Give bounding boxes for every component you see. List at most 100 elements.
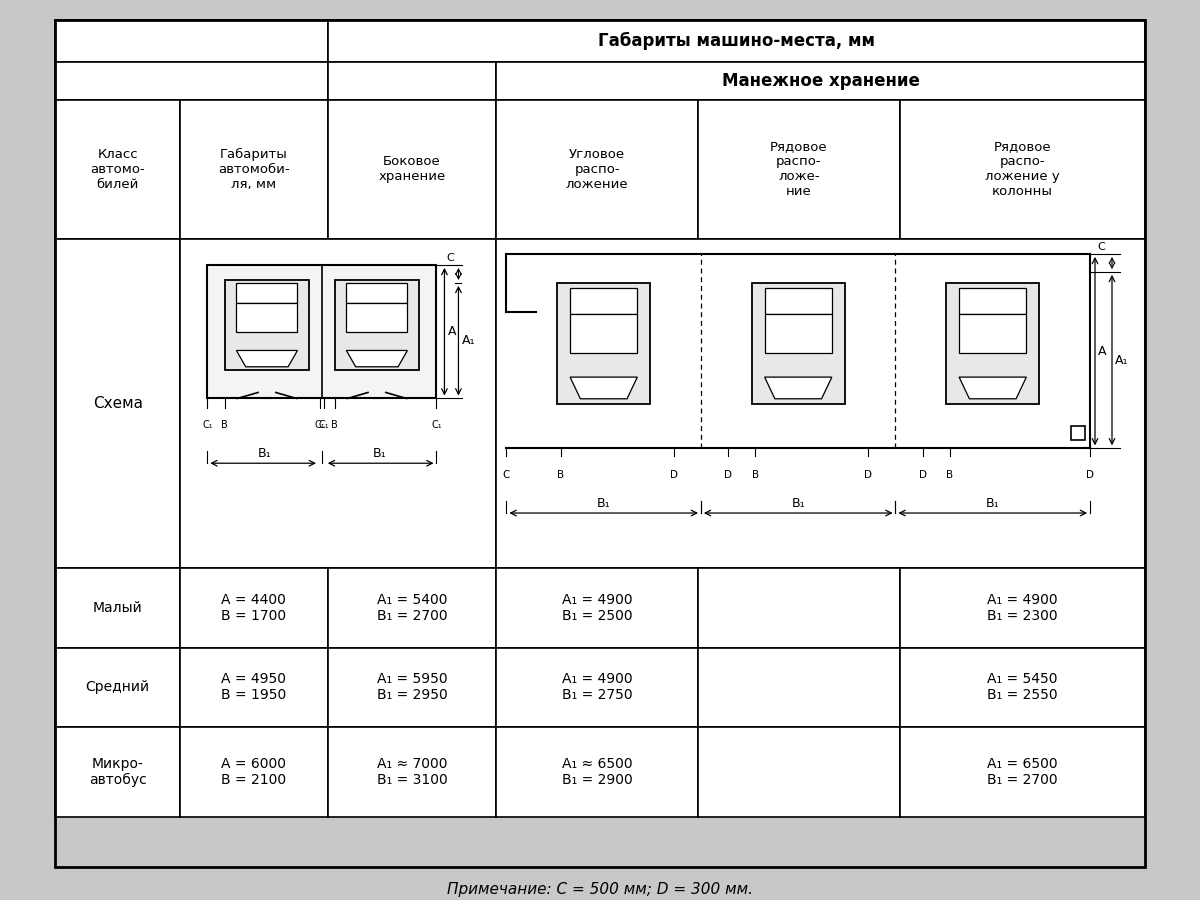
Text: C₁: C₁ bbox=[314, 420, 325, 430]
Text: D: D bbox=[919, 470, 926, 481]
Text: A₁ = 5400
B₁ = 2700: A₁ = 5400 B₁ = 2700 bbox=[377, 592, 448, 623]
Text: Габариты
автомоби-
ля, мм: Габариты автомоби- ля, мм bbox=[218, 148, 289, 191]
Text: C: C bbox=[446, 253, 454, 263]
Text: Малый: Малый bbox=[92, 600, 143, 615]
Text: A₁ = 4900
B₁ = 2300: A₁ = 4900 B₁ = 2300 bbox=[988, 592, 1057, 623]
Text: D: D bbox=[864, 470, 872, 481]
Text: B₁: B₁ bbox=[986, 497, 1000, 510]
Text: Средний: Средний bbox=[85, 680, 150, 695]
Text: B: B bbox=[331, 420, 338, 430]
Text: A₁: A₁ bbox=[1115, 354, 1128, 366]
Text: D: D bbox=[1086, 470, 1094, 481]
Text: B₁: B₁ bbox=[372, 447, 386, 460]
Text: C₁: C₁ bbox=[431, 420, 442, 430]
Bar bbox=[900, 647, 1145, 727]
Bar bbox=[900, 727, 1145, 817]
Text: Угловое
распо-
ложение: Угловое распо- ложение bbox=[566, 148, 629, 191]
Text: A₁ ≈ 7000
B₁ = 3100: A₁ ≈ 7000 B₁ = 3100 bbox=[377, 757, 448, 788]
Text: B₁: B₁ bbox=[792, 497, 805, 510]
Bar bbox=[698, 568, 900, 647]
Text: A₁ = 4900
B₁ = 2750: A₁ = 4900 B₁ = 2750 bbox=[562, 672, 632, 703]
Bar bbox=[698, 647, 900, 727]
Text: A₁: A₁ bbox=[462, 334, 475, 347]
Bar bbox=[55, 239, 180, 568]
Polygon shape bbox=[764, 377, 832, 399]
Bar bbox=[180, 100, 328, 239]
Bar bbox=[764, 314, 832, 353]
Bar bbox=[55, 100, 180, 239]
Bar bbox=[764, 288, 832, 314]
Text: Класс
автомо-
билей: Класс автомо- билей bbox=[90, 148, 145, 191]
Text: B: B bbox=[752, 470, 758, 481]
Text: A = 6000
B = 2100: A = 6000 B = 2100 bbox=[221, 757, 287, 788]
Text: D: D bbox=[724, 470, 732, 481]
Text: A₁ = 5950
B₁ = 2950: A₁ = 5950 B₁ = 2950 bbox=[377, 672, 448, 703]
Bar bbox=[557, 284, 650, 403]
Bar bbox=[55, 568, 180, 647]
Bar bbox=[570, 314, 637, 353]
Bar bbox=[959, 288, 1026, 314]
Text: B: B bbox=[557, 470, 564, 481]
Text: C: C bbox=[1097, 242, 1105, 252]
Bar bbox=[236, 284, 298, 303]
Bar bbox=[55, 20, 328, 62]
Bar bbox=[497, 239, 1145, 568]
Text: A = 4950
B = 1950: A = 4950 B = 1950 bbox=[221, 672, 287, 703]
Bar bbox=[347, 303, 408, 332]
Text: B₁: B₁ bbox=[258, 447, 271, 460]
Bar bbox=[698, 727, 900, 817]
Text: C₁: C₁ bbox=[318, 420, 329, 430]
Bar bbox=[497, 647, 698, 727]
Bar bbox=[180, 568, 328, 647]
Bar bbox=[347, 284, 408, 303]
Bar bbox=[180, 727, 328, 817]
Bar bbox=[328, 727, 497, 817]
Text: A₁ = 5450
B₁ = 2550: A₁ = 5450 B₁ = 2550 bbox=[988, 672, 1057, 703]
Polygon shape bbox=[570, 377, 637, 399]
Bar bbox=[497, 100, 698, 239]
Text: Примечание: C = 500 мм; D = 300 мм.: Примечание: C = 500 мм; D = 300 мм. bbox=[446, 882, 754, 896]
Bar bbox=[959, 314, 1026, 353]
Text: Микро-
автобус: Микро- автобус bbox=[89, 757, 146, 788]
Text: C₁: C₁ bbox=[202, 420, 212, 430]
Bar bbox=[751, 284, 845, 403]
Bar bbox=[328, 568, 497, 647]
Bar bbox=[946, 284, 1039, 403]
Bar bbox=[497, 62, 1145, 100]
Text: A: A bbox=[448, 325, 456, 338]
Bar bbox=[328, 62, 497, 100]
Text: B₁: B₁ bbox=[596, 497, 611, 510]
Polygon shape bbox=[959, 377, 1026, 399]
Bar bbox=[1072, 427, 1085, 440]
Text: Рядовое
распо-
ложение у
колонны: Рядовое распо- ложение у колонны bbox=[985, 140, 1060, 198]
Text: Рядовое
распо-
ложе-
ние: Рядовое распо- ложе- ние bbox=[770, 140, 828, 198]
Text: Боковое
хранение: Боковое хранение bbox=[378, 156, 445, 184]
Text: B: B bbox=[221, 420, 228, 430]
Bar bbox=[55, 62, 328, 100]
Bar bbox=[55, 727, 180, 817]
Text: C: C bbox=[503, 470, 510, 481]
Bar bbox=[497, 727, 698, 817]
Text: A₁ = 4900
B₁ = 2500: A₁ = 4900 B₁ = 2500 bbox=[562, 592, 632, 623]
Bar bbox=[208, 265, 437, 399]
Text: Габариты машино-места, мм: Габариты машино-места, мм bbox=[598, 32, 875, 50]
Bar bbox=[570, 288, 637, 314]
Text: D: D bbox=[670, 470, 678, 481]
Bar bbox=[55, 647, 180, 727]
Bar bbox=[497, 568, 698, 647]
Bar bbox=[224, 280, 310, 371]
Text: Схема: Схема bbox=[92, 396, 143, 411]
Bar bbox=[328, 647, 497, 727]
Bar bbox=[328, 20, 1145, 62]
Text: Манежное хранение: Манежное хранение bbox=[721, 72, 919, 90]
Bar bbox=[698, 100, 900, 239]
Bar bbox=[335, 280, 419, 371]
Text: A: A bbox=[1098, 345, 1106, 357]
Bar bbox=[328, 100, 497, 239]
Text: B: B bbox=[947, 470, 954, 481]
Bar bbox=[236, 303, 298, 332]
Bar bbox=[900, 568, 1145, 647]
Bar bbox=[180, 239, 497, 568]
Polygon shape bbox=[347, 350, 408, 367]
Text: A₁ ≈ 6500
B₁ = 2900: A₁ ≈ 6500 B₁ = 2900 bbox=[562, 757, 632, 788]
